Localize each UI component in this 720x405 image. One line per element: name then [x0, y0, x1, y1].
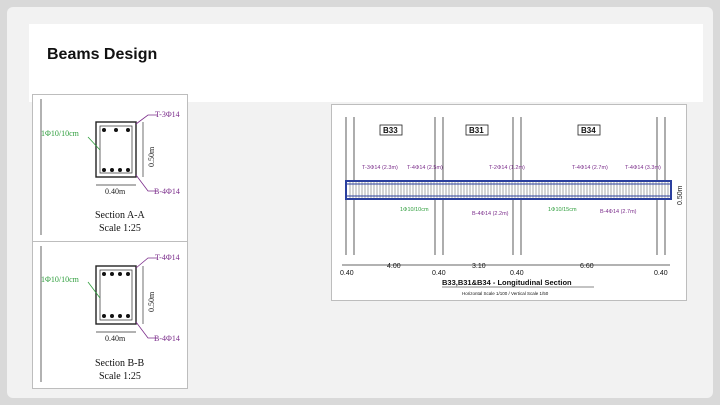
section-a-caption: Section A-A	[95, 210, 145, 221]
bottom-note-4: B-4Φ14 (2.7m)	[600, 209, 637, 215]
section-b-stirrup-label: 1Φ10/10cm	[41, 275, 80, 284]
top-note-2: T-4Φ14 (2.5m)	[407, 165, 443, 171]
section-a-scale: Scale 1:25	[99, 223, 141, 234]
dim-1: 0.40	[340, 270, 354, 277]
section-b-top-label: T-4Φ14	[155, 253, 180, 262]
title-band: Beams Design	[29, 24, 703, 102]
top-note-1: T-3Φ14 (2.3m)	[362, 165, 398, 171]
dim-4: 3.10	[472, 263, 486, 270]
longitudinal-panel: B33 B31 B34 T-3Φ14 (2.3m) T-4Φ14 (2.5m) …	[331, 104, 687, 301]
dim-3: 0.40	[432, 270, 446, 277]
beam-tag-b31: B31	[469, 126, 484, 135]
top-note-5: T-4Φ14 (3.3m)	[625, 165, 661, 171]
slide-title: Beams Design	[47, 46, 158, 63]
section-b-caption: Section B-B	[95, 358, 144, 369]
slide: Beams Design T-3Φ14 B-4Φ14 1Φ10/10cm 0.5…	[7, 7, 713, 398]
section-a-bottom-label: B-4Φ14	[154, 187, 180, 196]
longitudinal-drawing: B33 B31 B34 T-3Φ14 (2.3m) T-4Φ14 (2.5m) …	[340, 117, 684, 296]
bottom-note-1: 1Φ10/10cm	[400, 207, 429, 213]
section-b-scale: Scale 1:25	[99, 371, 141, 382]
section-a-drawing: T-3Φ14 B-4Φ14 1Φ10/10cm 0.50m 0.40m Sect…	[40, 99, 180, 235]
section-a-panel: T-3Φ14 B-4Φ14 1Φ10/10cm 0.50m 0.40m Sect…	[32, 94, 188, 243]
dim-2: 4.00	[387, 263, 401, 270]
section-b-width-label: 0.40m	[105, 334, 126, 343]
top-note-4: T-4Φ14 (2.7m)	[572, 165, 608, 171]
beam-tag-b34: B34	[581, 126, 596, 135]
beam-tag-b33: B33	[383, 126, 398, 135]
bottom-note-3: 1Φ10/15cm	[548, 207, 577, 213]
dim-7: 0.40	[654, 270, 668, 277]
top-note-3: T-2Φ14 (1.2m)	[489, 165, 525, 171]
section-a-width-label: 0.40m	[105, 187, 126, 196]
section-a-stirrup-label: 1Φ10/10cm	[41, 129, 80, 138]
section-a-height-label: 0.50m	[147, 146, 156, 167]
stirrups	[349, 182, 669, 198]
longitudinal-subcaption: Horizontal Scale 1/100 / Vertical Scale …	[462, 291, 549, 296]
section-b-drawing: T-4Φ14 B-4Φ14 1Φ10/10cm 0.50m 0.40m Sect…	[40, 246, 180, 382]
depth-label: 0.50m	[677, 185, 684, 205]
section-b-bottom-label: B-4Φ14	[154, 334, 180, 343]
bottom-note-2: B-4Φ14 (2.2m)	[472, 211, 509, 217]
dim-6: 6.60	[580, 263, 594, 270]
section-a-top-label: T-3Φ14	[155, 110, 180, 119]
section-b-panel: T-4Φ14 B-4Φ14 1Φ10/10cm 0.50m 0.40m Sect…	[32, 241, 188, 389]
longitudinal-caption: B33,B31&B34 - Longitudinal Section	[442, 278, 572, 287]
dim-5: 0.40	[510, 270, 524, 277]
section-b-height-label: 0.50m	[147, 291, 156, 312]
